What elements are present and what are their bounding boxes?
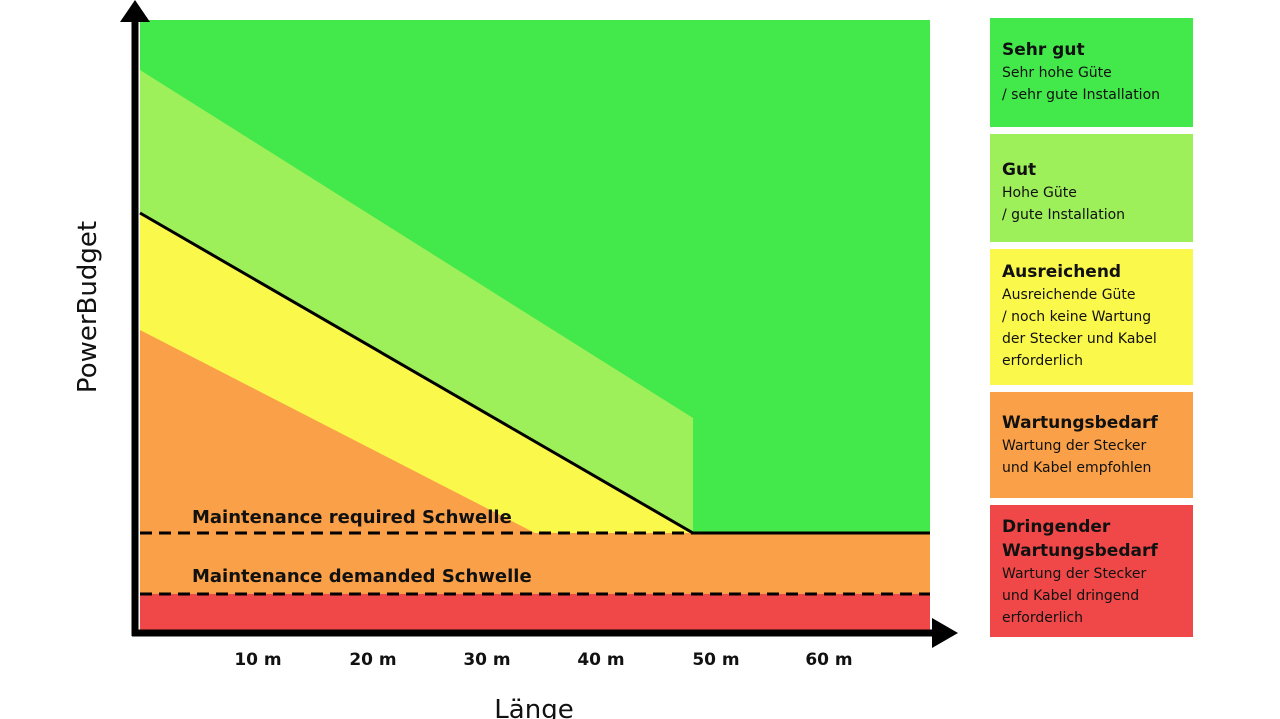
- legend-description-line: / noch keine Wartung: [1002, 309, 1152, 325]
- legend-description-line: Sehr hohe Güte: [1002, 65, 1112, 81]
- x-tick-label: 60 m: [805, 650, 852, 670]
- y-axis-arrow: [120, 0, 150, 22]
- legend-description-line: erforderlich: [1002, 610, 1083, 626]
- legend-title: Gut: [1002, 160, 1037, 180]
- legend-title: Dringender Wartungsbedarf: [1002, 517, 1158, 561]
- legend-item-dringender-wartungsbedarf: Dringender Wartungsbedarf Wartung der St…: [990, 505, 1193, 637]
- zone-dringender-wartungsbedarf: [140, 594, 930, 630]
- legend-item-ausreichend: Ausreichend Ausreichende Güte / noch kei…: [990, 249, 1193, 385]
- legend-title: Ausreichend: [1002, 262, 1122, 282]
- legend-description-line: und Kabel dringend: [1002, 588, 1140, 604]
- x-axis-arrow: [932, 618, 958, 648]
- zone-wartungsbedarf-wedge: [140, 330, 535, 533]
- legend-description-line: / sehr gute Installation: [1002, 87, 1161, 103]
- power-budget-diagram: Maintenance required Schwelle Maintenanc…: [73, 0, 958, 719]
- legend-description-line: / gute Installation: [1002, 207, 1126, 223]
- x-tick-label: 40 m: [577, 650, 624, 670]
- legend-description-line: Hohe Güte: [1002, 185, 1077, 201]
- legend-description-line: der Stecker und Kabel: [1002, 331, 1157, 347]
- legend-description-line: Wartung der Stecker: [1002, 566, 1147, 582]
- legend-description: Wartung der Stecker und Kabel dringend e…: [1002, 563, 1183, 629]
- x-tick-label: 30 m: [463, 650, 510, 670]
- maintenance-demanded-label: Maintenance demanded Schwelle: [192, 566, 532, 587]
- zone-wartungsbedarf: [140, 533, 930, 594]
- y-axis-title: PowerBudget: [73, 221, 103, 393]
- legend-item-sehr-gut: Sehr gut Sehr hohe Güte / sehr gute Inst…: [990, 18, 1193, 127]
- legend-description-line: und Kabel empfohlen: [1002, 460, 1152, 476]
- x-tick-label: 20 m: [349, 650, 396, 670]
- legend-description-line: Ausreichende Güte: [1002, 287, 1136, 303]
- legend-description-line: erforderlich: [1002, 353, 1083, 369]
- legend-description: Sehr hohe Güte / sehr gute Installation: [1002, 62, 1183, 106]
- legend-title: Sehr gut: [1002, 40, 1085, 60]
- legend-description: Hohe Güte / gute Installation: [1002, 182, 1183, 226]
- x-axis-title: Länge: [494, 695, 573, 719]
- x-tick-label: 10 m: [234, 650, 281, 670]
- x-tick-label: 50 m: [692, 650, 739, 670]
- legend-description: Ausreichende Güte / noch keine Wartung d…: [1002, 284, 1183, 372]
- legend-description: Wartung der Stecker und Kabel empfohlen: [1002, 435, 1183, 479]
- maintenance-required-label: Maintenance required Schwelle: [192, 507, 512, 528]
- legend-title: Wartungsbedarf: [1002, 413, 1158, 433]
- legend-item-wartungsbedarf: Wartungsbedarf Wartung der Stecker und K…: [990, 392, 1193, 498]
- legend-description-line: Wartung der Stecker: [1002, 438, 1147, 454]
- legend-item-gut: Gut Hohe Güte / gute Installation: [990, 134, 1193, 242]
